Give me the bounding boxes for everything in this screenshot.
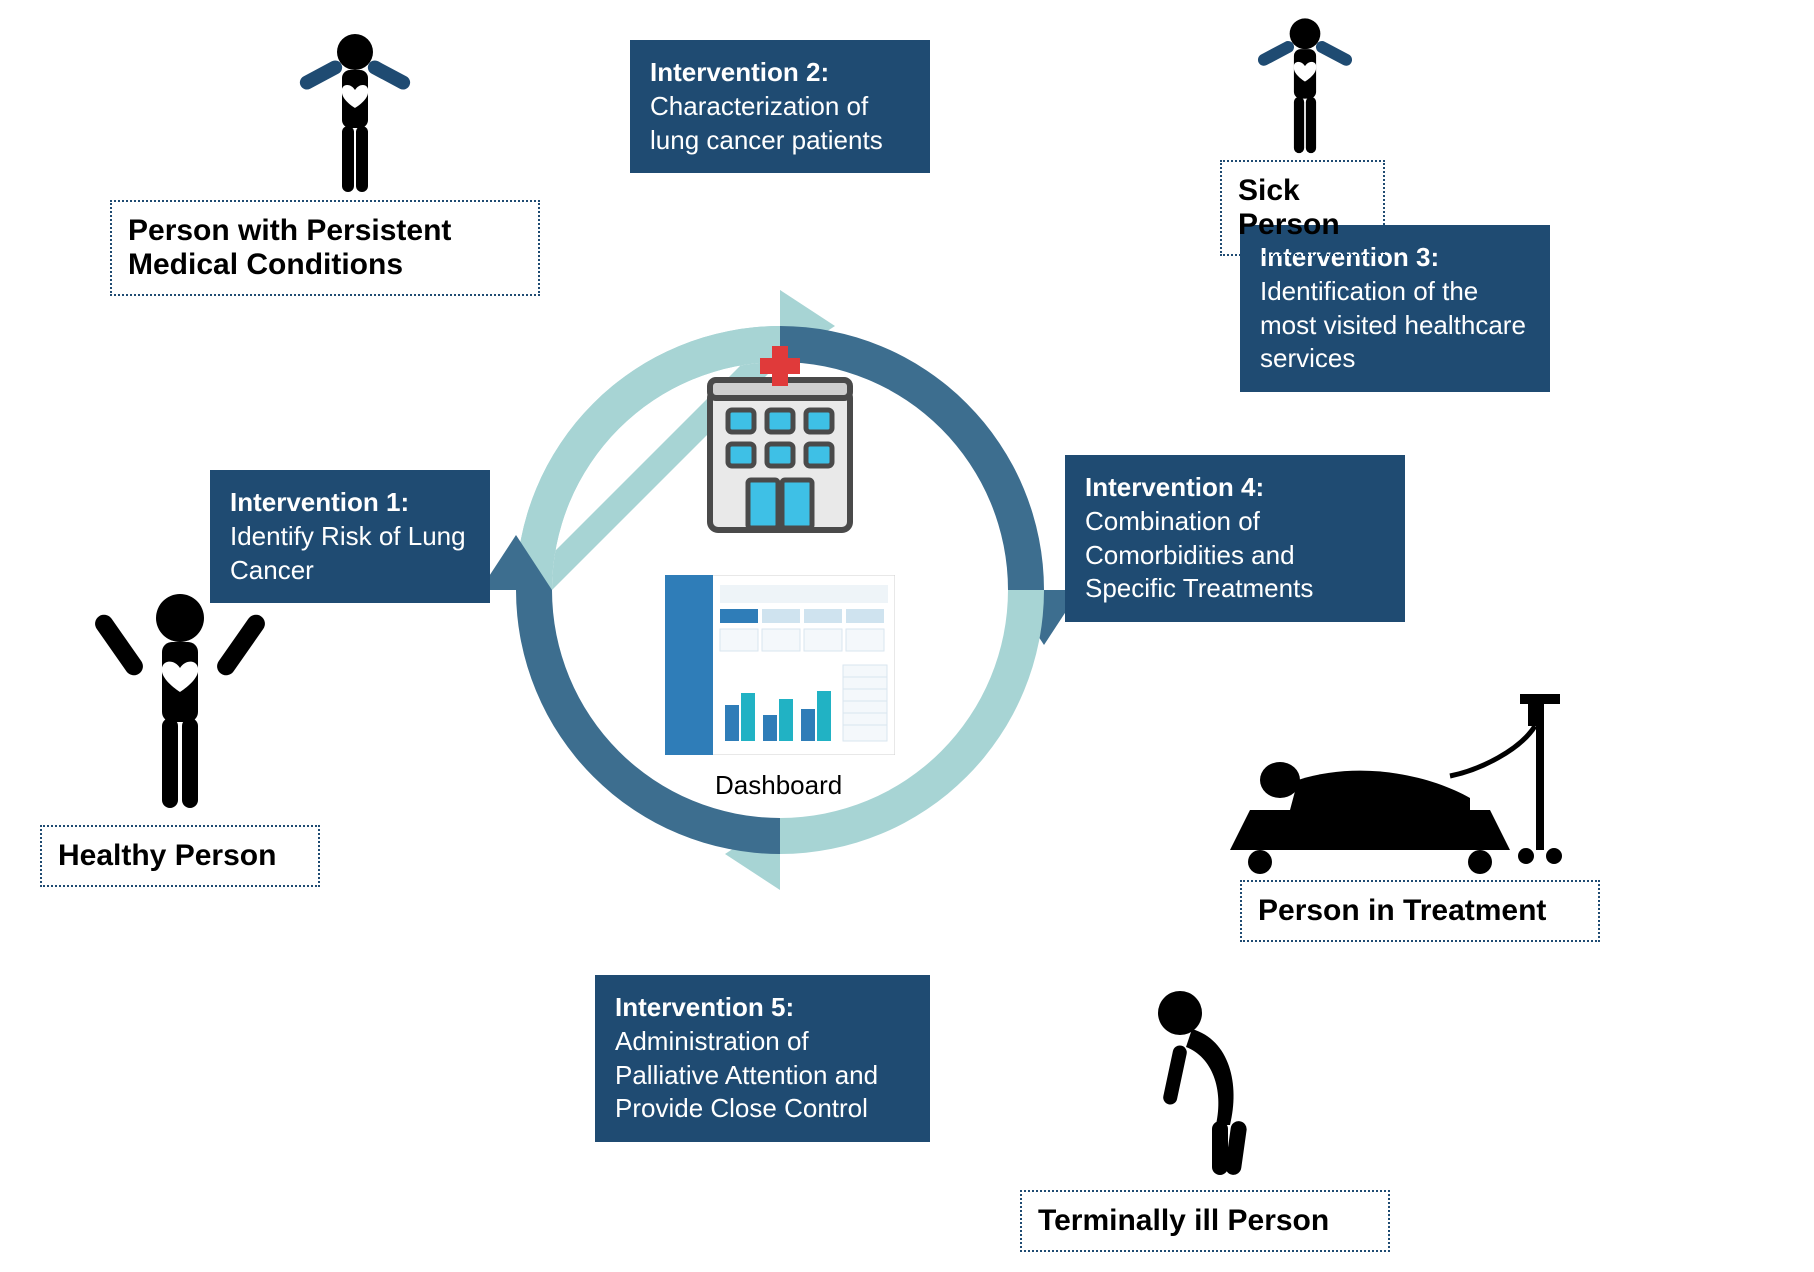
dashboard-thumb-icon <box>665 575 895 755</box>
intervention-5-title: Intervention 5: <box>615 992 794 1022</box>
intervention-4-title: Intervention 4: <box>1085 472 1264 502</box>
persistent-person-icon <box>280 30 430 200</box>
treatment-person-icon <box>1220 680 1580 880</box>
treatment-person-label: Person in Treatment <box>1240 880 1600 942</box>
intervention-2-title: Intervention 2: <box>650 57 829 87</box>
sick-person-icon <box>1240 15 1370 160</box>
dashboard-caption: Dashboard <box>715 770 842 801</box>
healthy-person-icon <box>80 590 280 820</box>
intervention-2-box: Intervention 2: Characterization of lung… <box>630 40 930 173</box>
terminal-person-label: Terminally ill Person <box>1020 1190 1390 1252</box>
intervention-5-box: Intervention 5: Administration of Pallia… <box>595 975 930 1142</box>
intervention-1-box: Intervention 1: Identify Risk of Lung Ca… <box>210 470 490 603</box>
intervention-1-body: Identify Risk of Lung Cancer <box>230 521 466 585</box>
intervention-4-box: Intervention 4: Combination of Comorbidi… <box>1065 455 1405 622</box>
healthy-person-label: Healthy Person <box>40 825 320 887</box>
intervention-3-body: Identification of the most visited healt… <box>1260 276 1526 374</box>
intervention-1-title: Intervention 1: <box>230 487 409 517</box>
intervention-5-body: Administration of Palliative Attention a… <box>615 1026 878 1124</box>
intervention-4-body: Combination of Comorbidities and Specifi… <box>1085 506 1313 604</box>
diagram-stage: Dashboard Intervention 1: Identify Risk … <box>0 0 1814 1272</box>
hospital-icon <box>680 340 880 540</box>
terminal-person-icon <box>1120 985 1280 1180</box>
intervention-2-body: Characterization of lung cancer patients <box>650 91 883 155</box>
sick-person-label: Sick Person <box>1220 160 1385 256</box>
persistent-person-label: Person with Persistent Medical Condition… <box>110 200 540 296</box>
